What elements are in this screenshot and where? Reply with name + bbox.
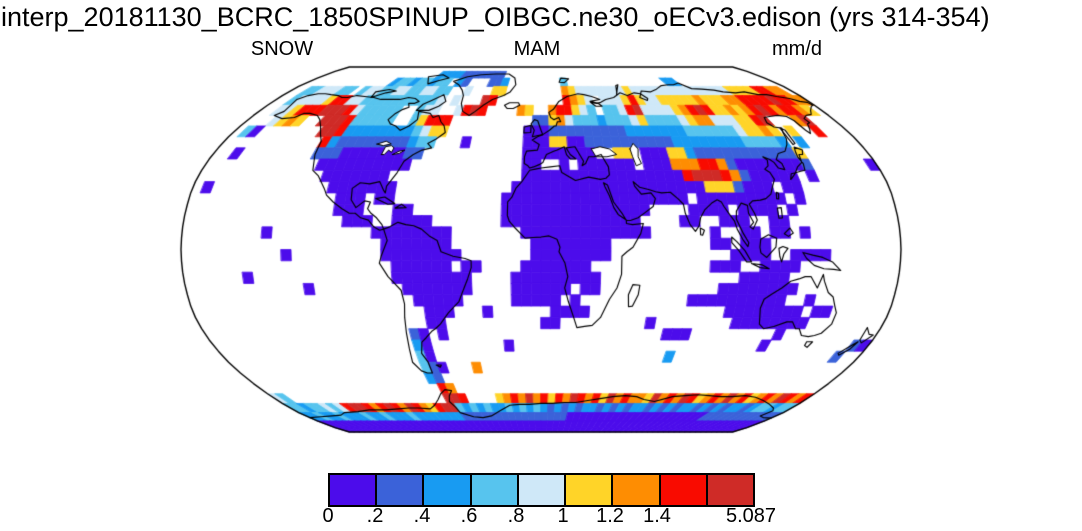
colorbar-cell <box>660 475 708 505</box>
colorbar-tick-label: .6 <box>460 505 478 527</box>
colorbar-cell <box>518 475 567 505</box>
colorbar-cell <box>330 475 378 505</box>
season-label: MAM <box>513 38 561 60</box>
colorbar-cell <box>566 475 614 505</box>
colorbar-cell <box>377 475 425 505</box>
colorbar-tick-label: .4 <box>413 505 431 527</box>
units-label: mm/d <box>772 38 822 60</box>
colorbar-tick-label: 5.087 <box>725 505 777 527</box>
colorbar-labels: 0 .2 .4 .6 .8 1 1.2 1.4 5.087 <box>322 505 776 529</box>
colorbar <box>328 473 755 507</box>
colorbar-tick-label: .2 <box>366 505 384 527</box>
colorbar-tick-label: .8 <box>507 505 525 527</box>
colorbar-cell <box>424 475 472 505</box>
colorbar-tick-label: 0 <box>322 505 334 527</box>
colorbar-cell <box>707 475 753 505</box>
colorbar-tick-label: 1.2 <box>596 505 624 527</box>
colorbar-tick-label: 1 <box>557 505 569 527</box>
page-title: interp_20181130_BCRC_1850SPINUP_OIBGC.ne… <box>1 2 990 32</box>
variable-label: SNOW <box>250 38 314 60</box>
world-map-canvas <box>0 0 1082 465</box>
colorbar-cell <box>471 475 519 505</box>
colorbar-cell <box>613 475 661 505</box>
colorbar-tick-label: 1.4 <box>643 505 671 527</box>
